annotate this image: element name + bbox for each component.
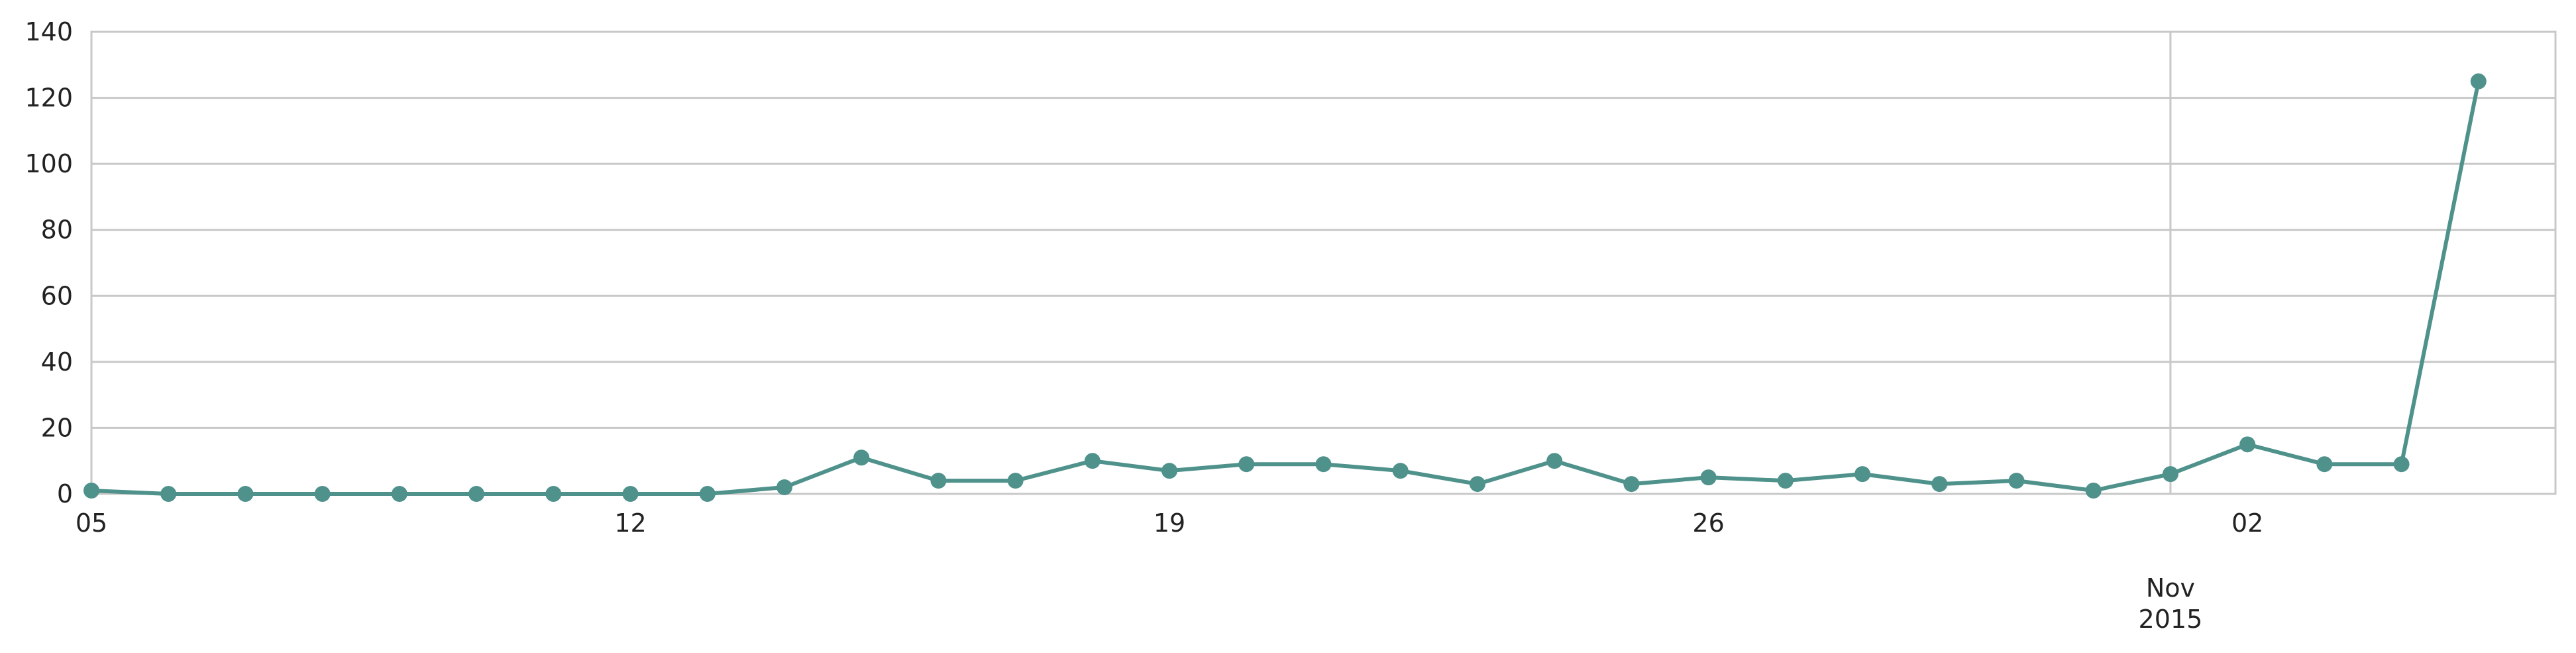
data-point [1084, 453, 1100, 469]
data-point [2393, 456, 2410, 473]
data-point [545, 486, 562, 502]
data-point [1700, 469, 1717, 486]
data-point [314, 486, 331, 502]
data-point [237, 486, 254, 502]
data-point [1546, 453, 1563, 469]
y-axis-ticks: 0 20 40 60 80 100 120 140 [25, 17, 73, 508]
data-point [391, 486, 407, 502]
data-point [1931, 476, 1948, 493]
y-tick-label: 0 [57, 479, 73, 508]
data-point [468, 486, 485, 502]
x-tick-label: 12 [614, 508, 646, 538]
data-point [2085, 483, 2102, 499]
y-tick-label: 60 [41, 281, 73, 310]
grid-layer [91, 30, 2555, 495]
x-axis-ticks: 05 12 19 26 02 [76, 508, 2263, 538]
y-tick-label: 120 [25, 84, 73, 113]
x-axis-month-label: Nov 2015 [2139, 573, 2203, 634]
data-point [1315, 456, 1332, 473]
data-point [2239, 436, 2256, 453]
data-point [853, 449, 870, 466]
y-tick-label: 20 [41, 413, 73, 442]
y-tick-label: 40 [41, 347, 73, 377]
data-point [1623, 476, 1640, 493]
data-point [1854, 466, 1871, 483]
data-point [160, 486, 177, 502]
data-point [83, 483, 99, 499]
x-tick-label: 05 [76, 508, 107, 538]
series-line [91, 81, 2481, 496]
y-tick-label: 140 [25, 17, 73, 46]
data-point [1777, 473, 1794, 489]
data-point [2470, 73, 2487, 89]
x-tick-label: 02 [2231, 508, 2263, 538]
data-point [2316, 456, 2333, 473]
month-label: Nov [2146, 573, 2195, 603]
data-point [699, 486, 716, 502]
data-point [1161, 463, 1178, 479]
x-tick-label: 19 [1154, 508, 1185, 538]
data-point [622, 486, 639, 502]
plot-area-frame [90, 30, 2557, 495]
y-tick-label: 80 [41, 215, 73, 245]
data-point [1238, 456, 1255, 473]
x-tick-label: 26 [1692, 508, 1724, 538]
year-label: 2015 [2139, 605, 2203, 634]
data-point [776, 479, 792, 496]
data-point [1007, 473, 1024, 489]
data-point [1469, 476, 1485, 493]
series-layer [83, 73, 2487, 502]
data-point [2008, 473, 2025, 489]
data-point [1392, 463, 1409, 479]
data-point [930, 473, 947, 489]
data-point [2162, 466, 2178, 483]
y-tick-label: 100 [25, 149, 73, 178]
